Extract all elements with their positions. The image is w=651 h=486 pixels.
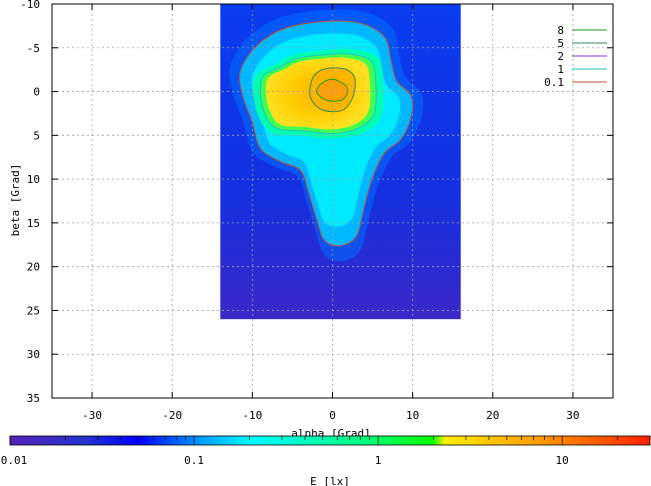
colorbar-tick-label: 0.01 [1,454,28,467]
contour-line-0.1 [238,20,414,247]
contour-lines [238,20,414,247]
y-tick-label: 10 [27,173,40,186]
y-axis-label: beta [Grad] [9,164,22,237]
legend-label: 8 [557,24,564,37]
x-tick-label: -30 [82,409,102,422]
heatmap-area [220,4,461,320]
colorbar-tick-label: 10 [556,454,569,467]
colorbar-tick-label: 0.1 [184,454,204,467]
x-tick-label: 10 [406,409,419,422]
x-axis-ticks: -30 -20 -10 0 10 20 30 [82,4,580,422]
y-tick-label: 20 [27,261,40,274]
x-tick-label: 0 [329,409,336,422]
legend-label: 1 [557,63,564,76]
colorbar-tick-label: 1 [375,454,382,467]
y-tick-label: 15 [27,217,40,230]
y-tick-label: 25 [27,304,40,317]
y-tick-label: 30 [27,348,40,361]
contour-line-1 [259,53,377,135]
x-tick-label: 30 [566,409,579,422]
colorbar-label: E [lx] [310,475,350,486]
legend-label: 5 [557,37,564,50]
y-tick-label: 35 [27,392,40,405]
grid [52,4,613,398]
x-tick-label: -10 [242,409,262,422]
y-tick-label: 0 [33,86,40,99]
contour-line-8 [315,78,349,102]
legend-label: 0.1 [544,76,564,89]
x-tick-label: -20 [162,409,182,422]
x-tick-label: 20 [486,409,499,422]
y-tick-label: 5 [33,129,40,142]
legend-label: 2 [557,50,564,63]
contour-line-5 [309,67,356,113]
colorbar-ticks: 0.01 0.1 1 10 [1,436,651,467]
y-tick-label: -10 [20,0,40,11]
y-tick-label: -5 [27,42,40,55]
